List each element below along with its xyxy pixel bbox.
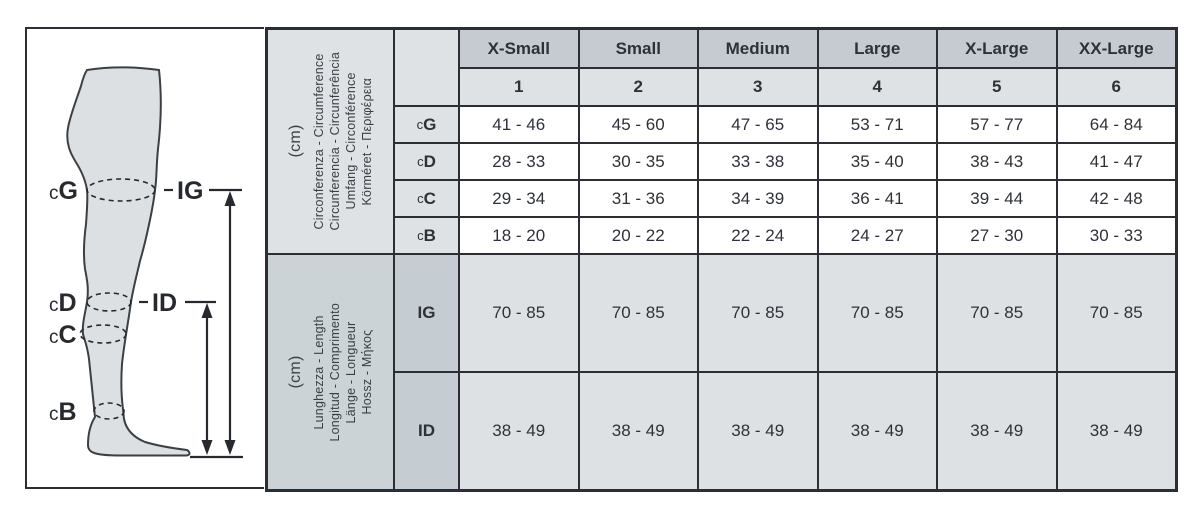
cd-value-xx-large: 41 - 47: [1057, 144, 1175, 179]
cb-value-x-large: 27 - 30: [938, 218, 1056, 253]
ig-value-small: 70 - 85: [579, 255, 697, 371]
id-value-x-small: 38 - 49: [460, 373, 578, 489]
cc-value-x-large: 39 - 44: [938, 181, 1056, 216]
id-arrowhead-top: [201, 303, 213, 318]
size-header-large: Large: [818, 30, 936, 67]
cb-value-large: 24 - 27: [818, 218, 936, 253]
corner-cell: [395, 30, 458, 105]
row-label-letter: B: [423, 225, 436, 245]
size-table: (cm) Circonferenza - Circumference Circu…: [265, 27, 1178, 492]
cd-measure-ellipse: [86, 292, 132, 312]
size-header-x-small: X-Small: [460, 30, 578, 67]
length-lang-line: Longitud - Comprimento: [327, 302, 342, 442]
cb-value-x-small: 18 - 20: [460, 218, 578, 253]
cg-value-xx-large: 64 - 84: [1057, 107, 1175, 142]
circumference-unit: (cm): [286, 124, 304, 159]
circumference-lang-line: Körméret - Περιφέρεια: [359, 77, 374, 206]
cg-value-small: 45 - 60: [579, 107, 697, 142]
ig-value-xx-large: 70 - 85: [1057, 255, 1175, 371]
cd-label: cD: [49, 289, 77, 317]
size-number-1: 1: [460, 69, 578, 105]
id-label: ID: [152, 289, 177, 317]
cc-value-small: 31 - 36: [579, 181, 697, 216]
cg-value-medium: 47 - 65: [699, 107, 817, 142]
size-header-small: Small: [579, 30, 697, 67]
id-value-small: 38 - 49: [579, 373, 697, 489]
row-label-ig: IG: [395, 255, 458, 371]
length-section-vtext: (cm) Lunghezza - Length Longitud - Compr…: [287, 303, 375, 442]
circumference-lang-line: Umfang - Circonférence: [343, 72, 358, 211]
id-value-x-large: 38 - 49: [938, 373, 1056, 489]
size-number-3: 3: [699, 69, 817, 105]
cc-measure-ellipse: [79, 324, 127, 344]
ig-value-large: 70 - 85: [818, 255, 936, 371]
size-header-xx-large: XX-Large: [1057, 30, 1175, 67]
cd-value-medium: 33 - 38: [699, 144, 817, 179]
length-lang-line: Lunghezza - Length: [311, 314, 326, 430]
row-label-prefix: c: [416, 117, 424, 132]
row-label-id: ID: [395, 373, 458, 489]
size-number-4: 4: [818, 69, 936, 105]
length-unit: (cm): [286, 355, 304, 389]
size-number-6: 6: [1057, 69, 1175, 105]
ig-label: IG: [177, 177, 203, 205]
id-value-xx-large: 38 - 49: [1057, 373, 1175, 489]
circumference-lang-line: Circunferencia - Circunferência: [327, 52, 342, 231]
row-label-prefix: c: [417, 228, 424, 243]
cg-label: cG: [49, 177, 78, 205]
length-lang-line: Hossz - Μήκος: [359, 329, 374, 415]
length-section-label: (cm) Lunghezza - Length Longitud - Compr…: [268, 255, 393, 489]
cg-value-large: 53 - 71: [818, 107, 936, 142]
size-number-2: 2: [579, 69, 697, 105]
id-value-large: 38 - 49: [818, 373, 936, 489]
id-value-medium: 38 - 49: [699, 373, 817, 489]
cb-label: cB: [49, 398, 77, 426]
cc-label: cC: [49, 321, 77, 349]
row-label-prefix: c: [417, 191, 424, 206]
ig-arrowhead-top: [224, 191, 236, 206]
row-label-prefix: c: [417, 154, 424, 169]
ig-value-x-large: 70 - 85: [938, 255, 1056, 371]
id-arrowhead-bottom: [201, 440, 213, 455]
row-label-letter: C: [423, 188, 436, 208]
leg-diagram: cG cD cC cB IG ID: [49, 66, 243, 459]
cd-value-x-small: 28 - 33: [460, 144, 578, 179]
cd-value-large: 35 - 40: [818, 144, 936, 179]
cb-value-medium: 22 - 24: [699, 218, 817, 253]
size-header-medium: Medium: [699, 30, 817, 67]
cg-measure-ellipse: [86, 178, 156, 202]
leg-silhouette-shape: [66, 66, 191, 457]
cc-value-xx-large: 42 - 48: [1057, 181, 1175, 216]
cd-value-small: 30 - 35: [579, 144, 697, 179]
cc-value-large: 36 - 41: [818, 181, 936, 216]
length-lang-line: Länge - Longueur: [343, 321, 358, 423]
ig-arrowhead-bottom: [224, 440, 236, 455]
circumference-lang-line: Circonferenza - Circumference: [311, 53, 326, 230]
row-label-letter: D: [423, 151, 436, 171]
cc-value-medium: 34 - 39: [699, 181, 817, 216]
circumference-section-vtext: (cm) Circonferenza - Circumference Circu…: [287, 52, 375, 231]
ig-value-x-small: 70 - 85: [460, 255, 578, 371]
circumference-section-label: (cm) Circonferenza - Circumference Circu…: [268, 30, 393, 253]
row-label-letter: G: [423, 114, 437, 134]
leg-diagram-panel: cG cD cC cB IG ID: [25, 27, 264, 489]
cg-value-x-large: 57 - 77: [938, 107, 1056, 142]
cb-value-xx-large: 30 - 33: [1057, 218, 1175, 253]
cc-value-x-small: 29 - 34: [460, 181, 578, 216]
size-number-5: 5: [938, 69, 1056, 105]
cg-value-x-small: 41 - 46: [460, 107, 578, 142]
ig-value-medium: 70 - 85: [699, 255, 817, 371]
cb-value-small: 20 - 22: [579, 218, 697, 253]
cd-value-x-large: 38 - 43: [938, 144, 1056, 179]
size-header-x-large: X-Large: [938, 30, 1056, 67]
cb-measure-ellipse: [93, 402, 125, 420]
